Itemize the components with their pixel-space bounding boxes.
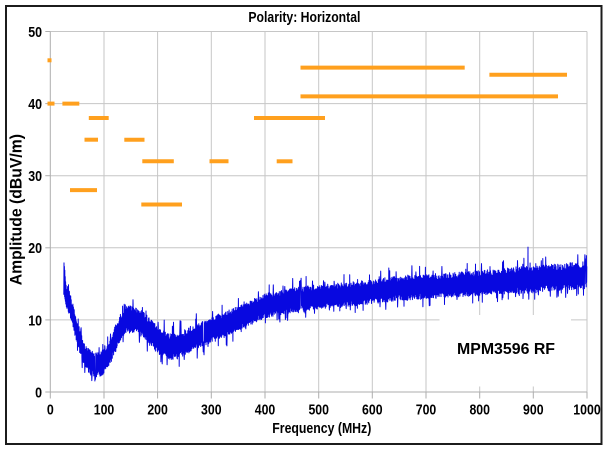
svg-text:30: 30: [28, 168, 42, 185]
svg-text:700: 700: [416, 402, 437, 419]
svg-text:600: 600: [362, 402, 383, 419]
svg-text:0: 0: [35, 384, 42, 401]
svg-text:100: 100: [94, 402, 115, 419]
svg-text:500: 500: [308, 402, 329, 419]
svg-text:900: 900: [523, 402, 544, 419]
svg-text:50: 50: [28, 24, 42, 41]
svg-text:40: 40: [28, 96, 42, 113]
svg-text:800: 800: [469, 402, 490, 419]
svg-text:0: 0: [47, 402, 54, 419]
svg-text:300: 300: [201, 402, 222, 419]
svg-text:Amplitude (dBuV/m): Amplitude (dBuV/m): [7, 134, 26, 285]
svg-text:Frequency (MHz): Frequency (MHz): [272, 420, 371, 437]
svg-text:400: 400: [255, 402, 276, 419]
svg-text:1000: 1000: [573, 402, 600, 419]
svg-text:Polarity: Horizontal: Polarity: Horizontal: [248, 9, 360, 26]
svg-text:200: 200: [147, 402, 168, 419]
svg-text:20: 20: [28, 240, 42, 257]
svg-text:10: 10: [28, 312, 42, 329]
svg-text:MPM3596 RF: MPM3596 RF: [457, 341, 555, 358]
